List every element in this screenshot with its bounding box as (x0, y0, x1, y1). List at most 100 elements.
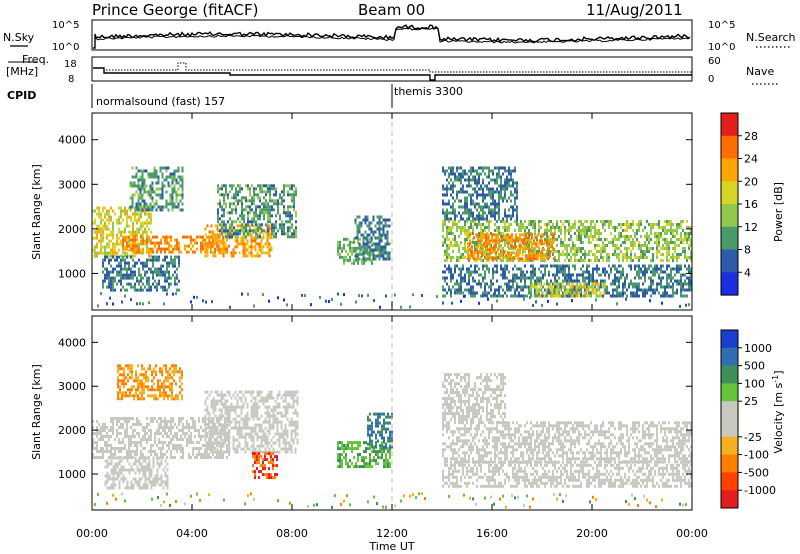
echo-cell (120, 221, 122, 225)
echo-cell (546, 282, 548, 286)
echo-cell (362, 242, 365, 246)
echo-cell (483, 242, 485, 246)
echo-cell (686, 256, 688, 259)
echo-cell (202, 435, 204, 438)
echo-cell (518, 229, 520, 232)
echo-cell (178, 241, 180, 245)
echo-cell (145, 190, 148, 194)
echo-cell (100, 432, 102, 435)
echo-cell (196, 456, 198, 459)
echo-cell (512, 184, 514, 188)
echo-cell (602, 247, 604, 250)
echo-cell (116, 273, 118, 277)
echo-cell (444, 253, 446, 256)
echo-cell (504, 187, 506, 191)
echo-cell (620, 291, 622, 295)
echo-cell (502, 220, 504, 223)
echo-cell (484, 285, 486, 289)
echo-cell (512, 273, 514, 277)
echo-cell (578, 247, 580, 250)
echo-cell (131, 181, 134, 185)
echo-cell (140, 248, 142, 252)
echo-cell (442, 276, 444, 280)
echo-cell (184, 435, 186, 438)
echo-cell (291, 184, 293, 188)
colorbar-segment (721, 181, 738, 205)
echo-cell (164, 255, 166, 259)
echo-cell (648, 235, 650, 238)
echo-cell (152, 450, 154, 453)
freq-tick-top: 18 (64, 59, 77, 70)
echo-cell (269, 217, 271, 221)
echo-cell (600, 256, 602, 259)
echo-cell (202, 444, 204, 447)
echo-cell (682, 288, 684, 292)
echo-cell (268, 242, 271, 246)
echo-cell (638, 226, 640, 229)
echo-cell (136, 420, 138, 423)
echo-cell (612, 241, 614, 244)
echo-cell (478, 282, 480, 286)
echo-cell (138, 227, 140, 231)
echo-cell (537, 257, 539, 261)
echo-cell (148, 221, 150, 225)
echo-cell (504, 264, 506, 268)
echo-cell (181, 184, 184, 188)
echo-cell (630, 282, 632, 286)
echo-cell (596, 288, 598, 292)
echo-cell (602, 250, 604, 253)
echo-cell (194, 420, 196, 423)
echo-cell (171, 187, 174, 191)
echo-cell (460, 190, 462, 194)
echo-cell (464, 232, 466, 235)
echo-cell (358, 230, 361, 234)
echo-cell (500, 294, 502, 298)
echo-cell (289, 187, 291, 191)
echo-cell (247, 229, 249, 233)
echo-cell (558, 253, 560, 256)
echo-cell (141, 199, 144, 203)
echo-cell (454, 288, 456, 292)
echo-cell (620, 226, 622, 229)
echo-cell (223, 214, 225, 218)
echo-cell (510, 193, 512, 197)
echo-cell (353, 240, 355, 244)
echo-cell (496, 220, 498, 223)
echo-cell (508, 169, 510, 173)
echo-cell (265, 199, 267, 203)
echo-cell (216, 399, 219, 403)
echo-cell (604, 288, 606, 292)
echo-cell (496, 202, 498, 206)
echo-cell (182, 417, 184, 420)
echo-cell (656, 264, 658, 268)
echo-cell (512, 247, 514, 250)
echo-cell (150, 432, 152, 435)
echo-cell (231, 202, 233, 206)
echo-cell (508, 270, 510, 274)
echo-cell (529, 254, 531, 258)
echo-cell (126, 420, 128, 423)
echo-cell (242, 254, 245, 258)
echo-cell (466, 199, 468, 203)
echo-cell (578, 226, 580, 229)
echo-cell (450, 229, 452, 232)
echo-cell (628, 282, 630, 286)
echo-cell (568, 244, 570, 247)
echo-cell (289, 205, 291, 209)
echo-cell (273, 208, 275, 212)
echo-cell (442, 301, 444, 305)
echo-cell (355, 258, 357, 262)
echo-cell (146, 212, 148, 216)
echo-cell (121, 300, 123, 304)
echo-cell (116, 233, 118, 237)
echo-cell (168, 444, 170, 447)
echo-cell (158, 273, 160, 277)
echo-cell (575, 282, 578, 286)
echo-cell (674, 250, 676, 253)
echo-cell (551, 285, 554, 289)
echo-cell (237, 229, 239, 233)
echo-cell (471, 251, 473, 255)
echo-cell (460, 172, 462, 176)
echo-cell (638, 241, 640, 244)
echo-cell (580, 220, 582, 223)
